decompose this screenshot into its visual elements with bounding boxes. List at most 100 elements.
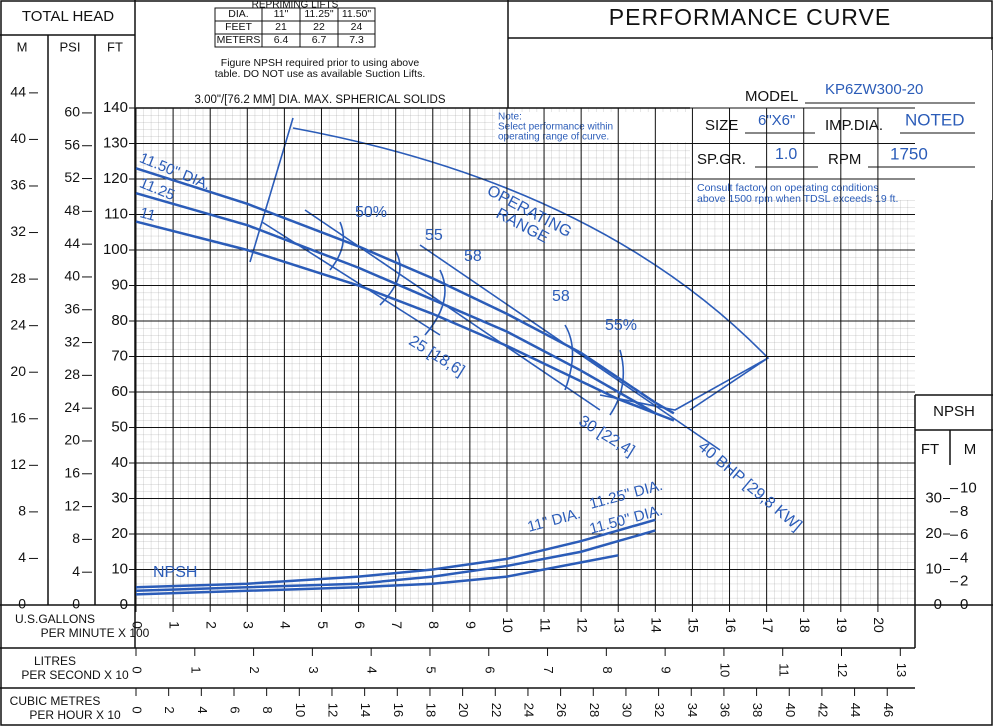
annotation: 50% [355,204,387,221]
table-cell: FEET [225,21,252,33]
x-tick-label: 18 [424,703,439,717]
x-tick-label: 38 [750,703,765,717]
y-tick-label: 28 [64,366,80,382]
x-tick-label: 30 [619,703,634,717]
label: RPM [828,151,861,168]
table-frame [214,7,376,48]
annotation: 58 [464,248,482,265]
npsh-title: NPSH [933,403,975,420]
x-tick-label: 34 [685,703,700,717]
consult: above 1500 rpm when TDSL exceeds 19 ft. [697,193,898,205]
annotation: 55 [425,227,443,244]
value: NOTED [905,110,965,129]
y-tick-label: 16 [10,409,26,425]
y-tick-label: 10 [925,560,942,577]
note: Note: [498,112,522,123]
y-tick-label: 10 [111,560,128,577]
y-tick-label: 30 [111,489,128,506]
x-tick-label: 15 [686,617,702,633]
y-tick-label: 36 [64,300,80,316]
x-tick-label: 28 [587,703,602,717]
x-tick-label: 0 [129,621,145,629]
x-tick-label: 3 [306,666,321,673]
x-tick-label: 11 [537,618,553,633]
y-tick-label: 32 [64,333,80,349]
table-note: Figure NPSH required prior to using abov… [221,57,420,69]
series-line [135,167,675,415]
y-tick-label: 2 [960,573,968,590]
x-tick-label: 40 [783,703,798,717]
y-tick-label: 6 [960,526,968,543]
axis-label: PER HOUR X 10 [29,708,121,722]
x-tick-label: 46 [881,703,896,717]
series-line [135,191,675,422]
y-tick-label: 56 [64,136,80,152]
table-title: REPRIMING LIFTS [252,0,339,11]
y-tick-label: 10 [960,480,977,497]
y-tick-label: 40 [10,130,26,146]
x-tick-label: 7 [389,621,405,629]
axis-name: M [17,39,28,54]
x-tick-label: 18 [797,617,813,633]
x-tick-label: 12 [835,663,850,677]
y-tick-label: 4 [18,549,26,565]
x-tick-label: 2 [203,621,219,629]
x-tick-label: 36 [717,703,732,717]
value: 1750 [890,144,928,163]
y-axis-name: FT [107,39,123,54]
axis-label: PER SECOND X 10 [21,668,129,682]
label: SIZE [705,117,738,134]
x-tick-label: 3 [241,621,257,629]
solids: 3.00"/[76.2 MM] DIA. MAX. SPHERICAL SOLI… [195,94,446,106]
x-tick-label: 26 [554,703,569,717]
chart-title: PERFORMANCE CURVE [609,4,891,30]
x-tick-label: 4 [365,666,380,673]
series-line [135,518,656,589]
note: operating range of curve. [498,132,609,143]
y-tick-label: 28 [10,270,26,286]
x-tick-label: 16 [391,703,406,717]
y-tick-label: 44 [10,84,26,100]
table-cell: DIA. [228,8,248,20]
x-tick-label: 44 [848,703,863,717]
y-tick-label: 0 [934,596,942,613]
x-tick-label: 12 [574,617,590,633]
consult: Consult factory on operating conditions [697,182,879,194]
x-tick-label: 1 [166,621,182,629]
x-tick-label: 6 [352,621,368,629]
table-cell: 11" [274,8,289,20]
x-tick-label: 10 [717,663,732,677]
x-tick-label: 5 [315,621,331,629]
y-tick-label: 4 [960,549,968,566]
series-line [135,529,656,593]
y-tick-label: 0 [72,596,80,612]
x-tick-label: 17 [760,617,776,633]
y-tick-label: 52 [64,169,80,185]
y-tick-label: 48 [64,202,80,218]
y-tick-label: 0 [18,596,26,612]
x-tick-label: 4 [278,621,294,629]
x-tick-label: 9 [659,666,674,673]
x-tick-label: 19 [834,617,850,633]
y-tick-label: 36 [10,177,26,193]
x-tick-label: 8 [260,706,275,713]
y-tick-label: 140 [103,99,128,116]
x-tick-label: 5 [424,666,439,673]
y-tick-label: 0 [120,596,128,613]
x-tick-label: 12 [326,703,341,717]
y-tick-label: 8 [72,530,80,546]
axis-name: M [964,441,977,458]
table-note: table. DO NOT use as available Suction L… [215,68,426,80]
series-line [135,554,619,596]
x-tick-label: 24 [522,703,537,717]
table-cell: 22 [313,21,325,33]
table-cell: 11.50" [342,8,371,20]
y-tick-label: 40 [111,454,128,471]
x-tick-label: 7 [541,666,556,673]
x-tick-label: 8 [426,621,442,629]
y-tick-label: 20 [64,432,80,448]
y-tick-label: 8 [18,503,26,519]
axis-name: PSI [60,39,81,54]
x-label: PER MINUTE X 100 [41,626,150,640]
